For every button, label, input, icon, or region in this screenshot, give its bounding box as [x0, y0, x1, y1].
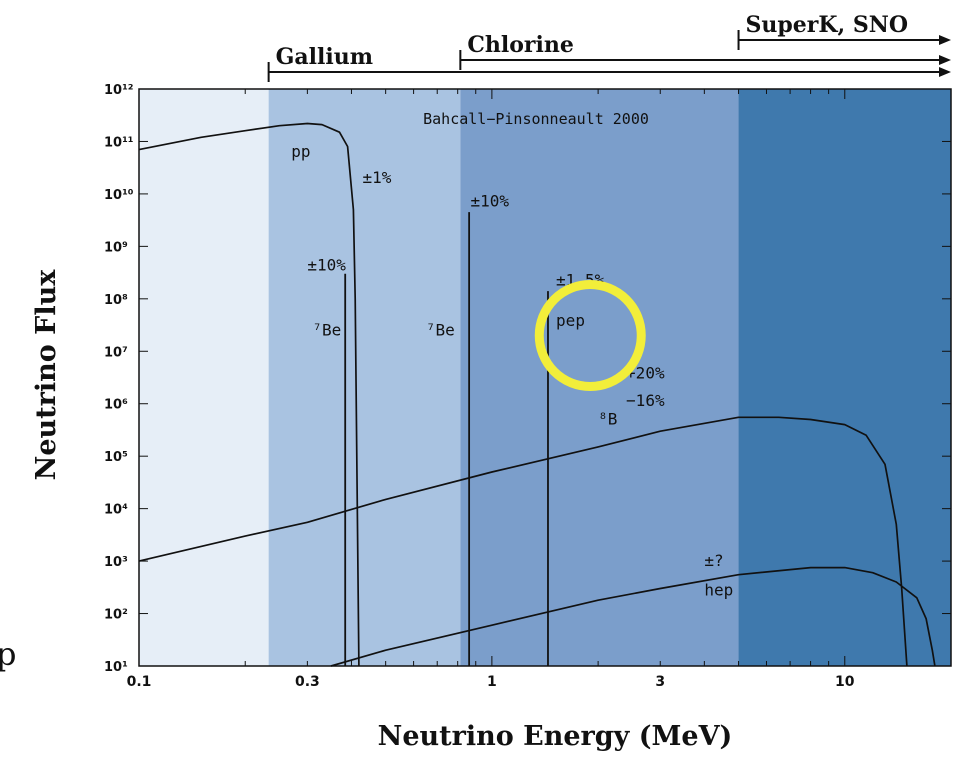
x-tick-label: 10	[835, 674, 855, 690]
annotation-3: ⁷Be	[312, 320, 341, 339]
detector-thresholds: Gallium Chlorine SuperK, SNO	[267, 12, 951, 82]
band-2	[460, 89, 739, 666]
annotation-2: ±10%	[307, 255, 346, 274]
arrow-head-1	[939, 55, 951, 65]
detector-bands	[139, 89, 951, 666]
y-tick-label: 10¹	[104, 660, 128, 675]
annotation-8: +20%	[626, 364, 665, 383]
x-tick-label: 1	[487, 674, 497, 690]
y-tick-label: 10⁷	[104, 345, 128, 360]
y-tick-label: 10⁸	[104, 293, 128, 308]
annotation-5: ±10%	[471, 191, 510, 210]
y-tick-label: 10¹²	[104, 83, 133, 98]
band-1	[268, 89, 461, 666]
annotation-10: ⁸B	[598, 410, 617, 429]
axis-ticks: 0.1 0.3 1 3 10 10¹ 10² 10³ 10⁴ 10⁵ 10⁶ 10⁷ 10⁸ 10⁹ 10¹…	[104, 83, 952, 690]
band-0	[139, 89, 269, 666]
arrow-head-0	[939, 67, 951, 77]
series-1-curve	[138, 416, 908, 667]
annotation-9: −16%	[626, 391, 665, 410]
y-tick-label: 10³	[104, 555, 128, 570]
y-tick-label: 10⁵	[104, 450, 128, 465]
flux-curves	[138, 122, 936, 667]
x-tick-label: 0.1	[127, 674, 152, 690]
annotation-4: ⁷Be	[426, 320, 455, 339]
x-tick-label: 3	[655, 674, 665, 690]
chart-title: Bahcall−Pinsonneault 2000	[423, 110, 649, 128]
y-tick-label: 10²	[104, 608, 128, 623]
annotation-0: pp	[291, 142, 310, 161]
x-tick-label: 0.3	[295, 674, 320, 690]
arrow-head-2	[939, 35, 951, 45]
series-0-curve	[138, 122, 360, 667]
plot-border	[138, 88, 952, 667]
plot-frame	[138, 88, 952, 667]
y-axis-title: Neutrino Flux	[31, 269, 62, 481]
threshold-label-1: Chlorine	[467, 32, 573, 58]
edge-glyph: p	[0, 635, 16, 673]
series-2-curve	[330, 566, 936, 667]
highlight-circle	[534, 279, 646, 391]
annotations: pp±1%±10%⁷Be ⁷Be±10%±1.5%pep+20%−16%⁸B±?h…	[291, 142, 733, 599]
annotation-12: hep	[704, 581, 733, 600]
y-tick-label: 10⁹	[104, 240, 128, 255]
threshold-label-0: Gallium	[276, 44, 373, 70]
annotation-11: ±?	[704, 551, 723, 570]
y-tick-label: 10⁴	[104, 503, 128, 518]
annotation-7: pep	[556, 311, 585, 330]
band-3	[738, 89, 951, 666]
y-tick-label: 10⁶	[104, 398, 128, 413]
annotation-1: ±1%	[363, 168, 392, 187]
threshold-label-2: SuperK, SNO	[746, 12, 908, 38]
y-tick-label: 10¹¹	[104, 135, 133, 150]
y-tick-label: 10¹⁰	[104, 188, 134, 203]
x-axis-title: Neutrino Energy (MeV)	[378, 721, 733, 752]
